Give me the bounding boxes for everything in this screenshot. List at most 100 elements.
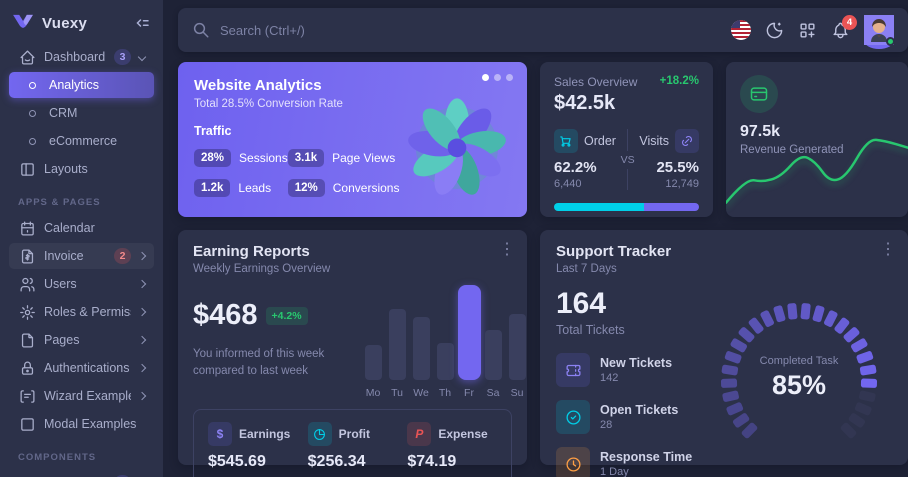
lock-icon (18, 359, 36, 377)
search-input[interactable] (220, 22, 721, 38)
bullet-icon (29, 81, 36, 89)
bar-Sa: Sa (481, 285, 505, 399)
earnings-summary: $468 +4.2% You informed of this week com… (193, 281, 351, 399)
gauge-value: 85% (771, 370, 827, 400)
traffic-label: Traffic (194, 124, 232, 138)
sales-total: $42.5k (554, 92, 616, 114)
notifications-bell-icon[interactable]: 4 (831, 14, 857, 40)
stat-profit: Profit $256.34 (307, 422, 398, 477)
sales-overview-card: Sales Overview +18.2% $42.5k Order (540, 62, 713, 217)
order-percent: 62.2% (554, 159, 597, 176)
sidebar-item-users[interactable]: Users (9, 271, 154, 297)
gauge-label: Completed Task (759, 355, 839, 367)
visits-count: 12,749 (665, 178, 699, 190)
card-title: Support Tracker (556, 243, 672, 260)
sidebar-item-ecommerce[interactable]: eCommerce (9, 128, 154, 154)
order-column: Order 62.2% 6,440 (554, 129, 616, 190)
notification-count-badge: 4 (842, 14, 857, 30)
traffic-stats: 28% Sessions 3.1k Page Views 1.2k Leads … (194, 149, 399, 197)
visits-column: Visits 25.5% 12,749 (639, 129, 699, 190)
card-badge: 4 (114, 475, 131, 477)
bullet-icon (29, 137, 36, 145)
dashboard-badge: 3 (114, 49, 131, 65)
sidebar-item-analytics[interactable]: Analytics (9, 72, 154, 98)
sidebar-item-roles-permissions[interactable]: Roles & Permissions (9, 299, 154, 325)
search-icon (192, 21, 210, 39)
credit-card-icon (740, 75, 778, 113)
link-icon (675, 129, 699, 153)
earning-reports-card: ⋮ Earning Reports Weekly Earnings Overvi… (178, 230, 527, 477)
chevron-right-icon (137, 391, 147, 401)
chevron-down-icon (137, 52, 147, 62)
stat-page-views: 3.1k Page Views (287, 149, 400, 167)
home-icon (18, 48, 36, 66)
sidebar-item-calendar[interactable]: Calendar (9, 215, 154, 241)
layout-icon (18, 160, 36, 178)
sidebar-item-modal-examples[interactable]: Modal Examples (9, 411, 154, 437)
search-bar[interactable] (192, 21, 721, 39)
bar-Th: Th (433, 285, 457, 399)
bar-We: We (409, 285, 433, 399)
carousel-dot[interactable] (506, 74, 513, 81)
stat-earnings: $ Earnings $545.69 (208, 422, 298, 477)
card-title: Sales Overview (554, 75, 638, 89)
bar-Mo: Mo (361, 285, 385, 399)
gear-icon (18, 303, 36, 321)
sales-delta: +18.2% (659, 75, 699, 87)
bar-Su: Su (505, 285, 529, 399)
paypal-icon: P (407, 422, 432, 446)
app-title: Vuexy (42, 14, 88, 32)
carousel-dot[interactable] (482, 74, 489, 81)
users-icon (18, 275, 36, 293)
chevron-right-icon (137, 307, 147, 317)
tickets-summary: 164 Total Tickets New Tickets (556, 275, 706, 477)
pie-chart-icon (307, 422, 332, 446)
analytics-3d-sphere-graphic (401, 90, 513, 202)
total-tickets-value: 164 (556, 287, 607, 320)
carousel-dot[interactable] (494, 74, 501, 81)
vs-divider: VS (616, 129, 639, 190)
navbar-actions: 4 (731, 14, 895, 49)
user-avatar[interactable] (864, 15, 895, 49)
dark-mode-moon-icon[interactable] (765, 21, 784, 40)
weekly-amount: $468 (193, 299, 258, 331)
sidebar-item-authentications[interactable]: Authentications (9, 355, 154, 381)
language-flag-icon[interactable] (731, 20, 751, 40)
sidebar-item-pages[interactable]: Pages (9, 327, 154, 353)
online-status-dot (886, 37, 895, 46)
stat-leads: 1.2k Leads (194, 179, 288, 197)
earnings-stats-box: $ Earnings $545.69 (193, 409, 512, 477)
sidebar-collapse-icon[interactable] (133, 14, 151, 32)
shortcuts-grid-icon[interactable] (798, 21, 817, 40)
file-icon (18, 331, 36, 349)
stat-sessions: 28% Sessions (194, 149, 288, 167)
modal-icon (18, 415, 36, 433)
kebab-menu-icon[interactable]: ⋮ (880, 241, 896, 258)
main-content: 4 (163, 0, 908, 477)
sidebar-item-invoice[interactable]: Invoice 2 (9, 243, 154, 269)
weekly-bar-chart: Mo Tu We Th Fr Sa Su (351, 281, 535, 399)
order-visits-progress (554, 203, 699, 211)
revenue-label: Revenue Generated (740, 144, 844, 156)
circle-check-icon (556, 400, 590, 434)
bullet-icon (29, 109, 36, 117)
sidebar-item-layouts[interactable]: Layouts (9, 156, 154, 182)
kebab-menu-icon[interactable]: ⋮ (499, 241, 515, 258)
row-open-tickets: Open Tickets 28 (556, 400, 706, 434)
card-subtitle: Total 28.5% Conversion Rate (194, 98, 343, 110)
section-components: COMPONENTS (18, 452, 97, 463)
weekly-delta-badge: +4.2% (265, 306, 308, 325)
visits-percent: 25.5% (656, 159, 699, 176)
chevron-right-icon (137, 251, 147, 261)
card-subtitle: Last 7 Days (556, 263, 617, 275)
top-navbar: 4 (178, 8, 908, 52)
dollar-icon: $ (208, 422, 232, 446)
sidebar-item-wizard-examples[interactable]: Wizard Examples (9, 383, 154, 409)
stat-expense: P Expense $74.19 (407, 422, 497, 477)
sidebar-item-card[interactable]: Card 4 (9, 470, 154, 477)
sidebar-item-dashboard[interactable]: Dashboard 3 (9, 44, 154, 70)
calendar-icon (18, 219, 36, 237)
card-title: Earning Reports (193, 243, 310, 260)
revenue-generated-card: 97.5k Revenue Generated (726, 62, 908, 217)
sidebar-item-crm[interactable]: CRM (9, 100, 154, 126)
